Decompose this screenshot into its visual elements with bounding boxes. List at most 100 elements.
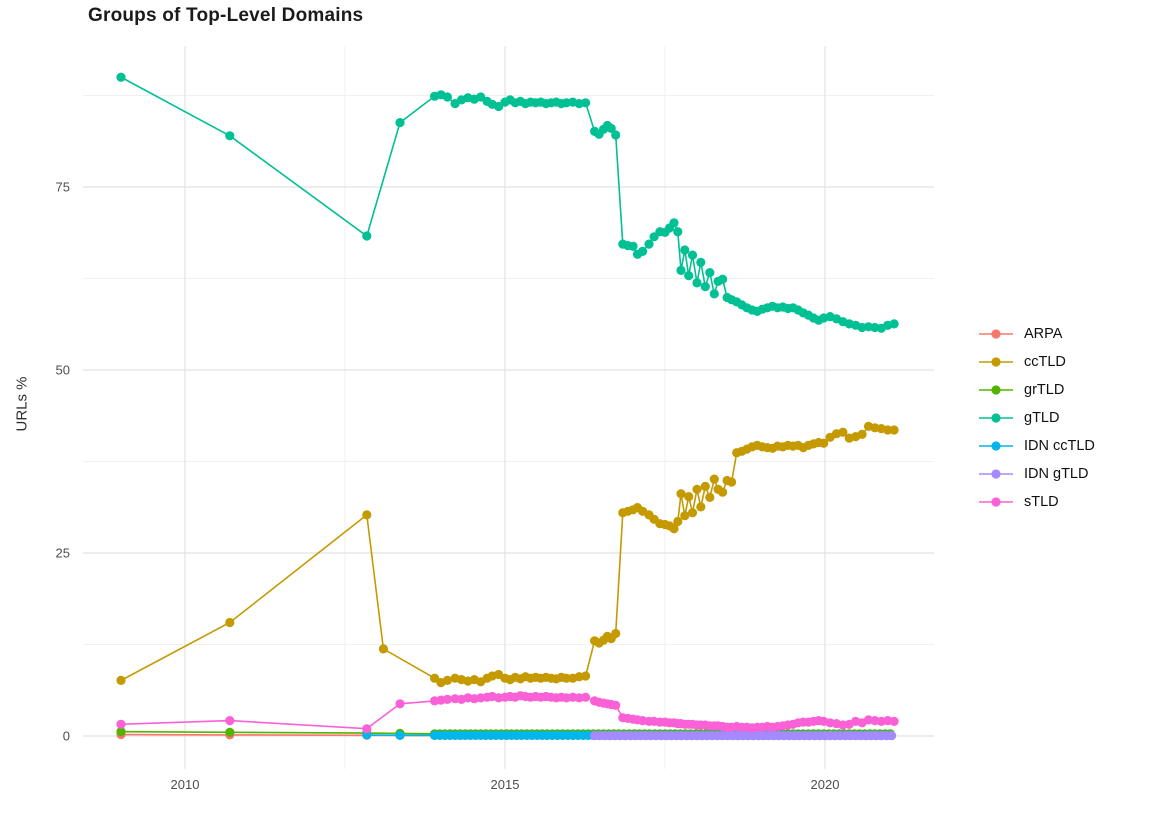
- data-point: [225, 131, 235, 141]
- legend: ARPA ccTLD grTLD gTLD IDN ccTLD IDN gTLD sTLD: [978, 325, 1095, 511]
- data-point: [676, 265, 686, 275]
- data-point: [442, 694, 452, 705]
- data-point: [561, 673, 572, 683]
- data-point: [581, 692, 591, 702]
- data-point: [225, 617, 235, 628]
- y-tick-label: 25: [56, 546, 70, 561]
- data-point: [628, 241, 638, 251]
- data-point: [378, 644, 388, 654]
- data-point: [362, 231, 372, 241]
- data-point: [581, 98, 591, 108]
- data-point: [692, 278, 702, 288]
- y-tick-label: 50: [56, 363, 70, 378]
- data-point: [709, 474, 719, 484]
- data-point: [116, 72, 126, 82]
- data-point: [476, 92, 486, 102]
- data-point: [644, 239, 654, 249]
- data-point: [611, 628, 621, 639]
- data-point: [362, 724, 372, 734]
- data-point: [494, 101, 504, 112]
- data-point: [669, 524, 679, 534]
- data-point: [680, 511, 690, 521]
- data-point: [692, 484, 702, 494]
- data-point: [442, 92, 452, 102]
- data-point: [696, 257, 706, 267]
- legend-label: IDN gTLD: [1024, 466, 1089, 482]
- data-point: [442, 675, 452, 686]
- series-gtld-points: [116, 72, 899, 333]
- y-tick-label: 75: [56, 180, 70, 195]
- data-point: [225, 716, 235, 726]
- data-point: [684, 492, 694, 502]
- legend-item-stld: sTLD: [978, 493, 1095, 511]
- x-tick-label: 2010: [171, 777, 200, 792]
- data-point: [673, 516, 683, 527]
- data-point: [687, 508, 698, 518]
- data-point: [430, 673, 440, 683]
- series-gtld-line: [120, 76, 895, 330]
- data-point: [687, 250, 698, 260]
- legend-label: ccTLD: [1024, 354, 1066, 370]
- data-point: [705, 268, 715, 278]
- legend-item-idn-gtld: IDN gTLD: [978, 465, 1095, 483]
- chart-title: Groups of Top-Level Domains: [88, 5, 364, 26]
- data-point: [606, 123, 616, 133]
- data-point: [857, 429, 867, 439]
- legend-item-gtld: gTLD: [978, 409, 1095, 427]
- data-point: [718, 487, 728, 497]
- data-point: [700, 481, 710, 491]
- data-point: [116, 675, 126, 686]
- data-point: [673, 227, 683, 237]
- legend-label: grTLD: [1024, 382, 1065, 398]
- data-point: [116, 719, 126, 729]
- x-tick-label: 2015: [491, 777, 520, 792]
- data-point: [395, 699, 405, 709]
- legend-item-grtld: grTLD: [978, 381, 1095, 399]
- legend-key-idn-cctld-icon: [979, 441, 1013, 451]
- y-tick-label: 0: [63, 729, 70, 744]
- data-point: [889, 425, 899, 435]
- data-point: [718, 274, 728, 284]
- data-point: [838, 427, 848, 437]
- data-point: [889, 319, 899, 329]
- data-point: [581, 671, 591, 681]
- series-idn-gtld-points: [590, 731, 897, 741]
- data-point: [696, 502, 706, 512]
- data-point: [225, 727, 235, 737]
- data-point: [883, 425, 893, 435]
- legend-key-gtld-icon: [979, 413, 1013, 423]
- legend-key-grtld-icon: [979, 385, 1013, 395]
- legend-key-arpa-icon: [979, 329, 1013, 339]
- legend-item-cctld: ccTLD: [978, 353, 1095, 371]
- series-cctld-points: [116, 421, 899, 688]
- data-point: [709, 289, 719, 299]
- data-point: [611, 130, 621, 140]
- data-point: [669, 218, 679, 228]
- data-point: [684, 271, 694, 281]
- data-point: [638, 246, 648, 256]
- data-point: [887, 731, 897, 741]
- x-tick-label: 2020: [811, 777, 840, 792]
- data-point: [395, 730, 405, 740]
- data-point: [611, 700, 621, 710]
- legend-label: ARPA: [1024, 326, 1063, 342]
- legend-key-idn-gtld-icon: [979, 469, 1013, 479]
- data-point: [889, 716, 899, 727]
- data-point: [680, 245, 690, 255]
- data-point: [676, 489, 686, 499]
- data-point: [700, 282, 710, 292]
- data-point: [819, 438, 829, 448]
- legend-label: IDN ccTLD: [1024, 438, 1095, 454]
- legend-item-arpa: ARPA: [978, 325, 1095, 343]
- data-point: [727, 477, 737, 487]
- legend-item-idn-cctld: IDN ccTLD: [978, 437, 1095, 455]
- data-point: [395, 118, 405, 128]
- data-point: [705, 492, 715, 502]
- series-stld-points: [116, 691, 899, 734]
- legend-key-stld-icon: [979, 497, 1013, 507]
- data-point: [362, 510, 372, 520]
- legend-label: gTLD: [1024, 410, 1060, 426]
- legend-label: sTLD: [1024, 494, 1059, 510]
